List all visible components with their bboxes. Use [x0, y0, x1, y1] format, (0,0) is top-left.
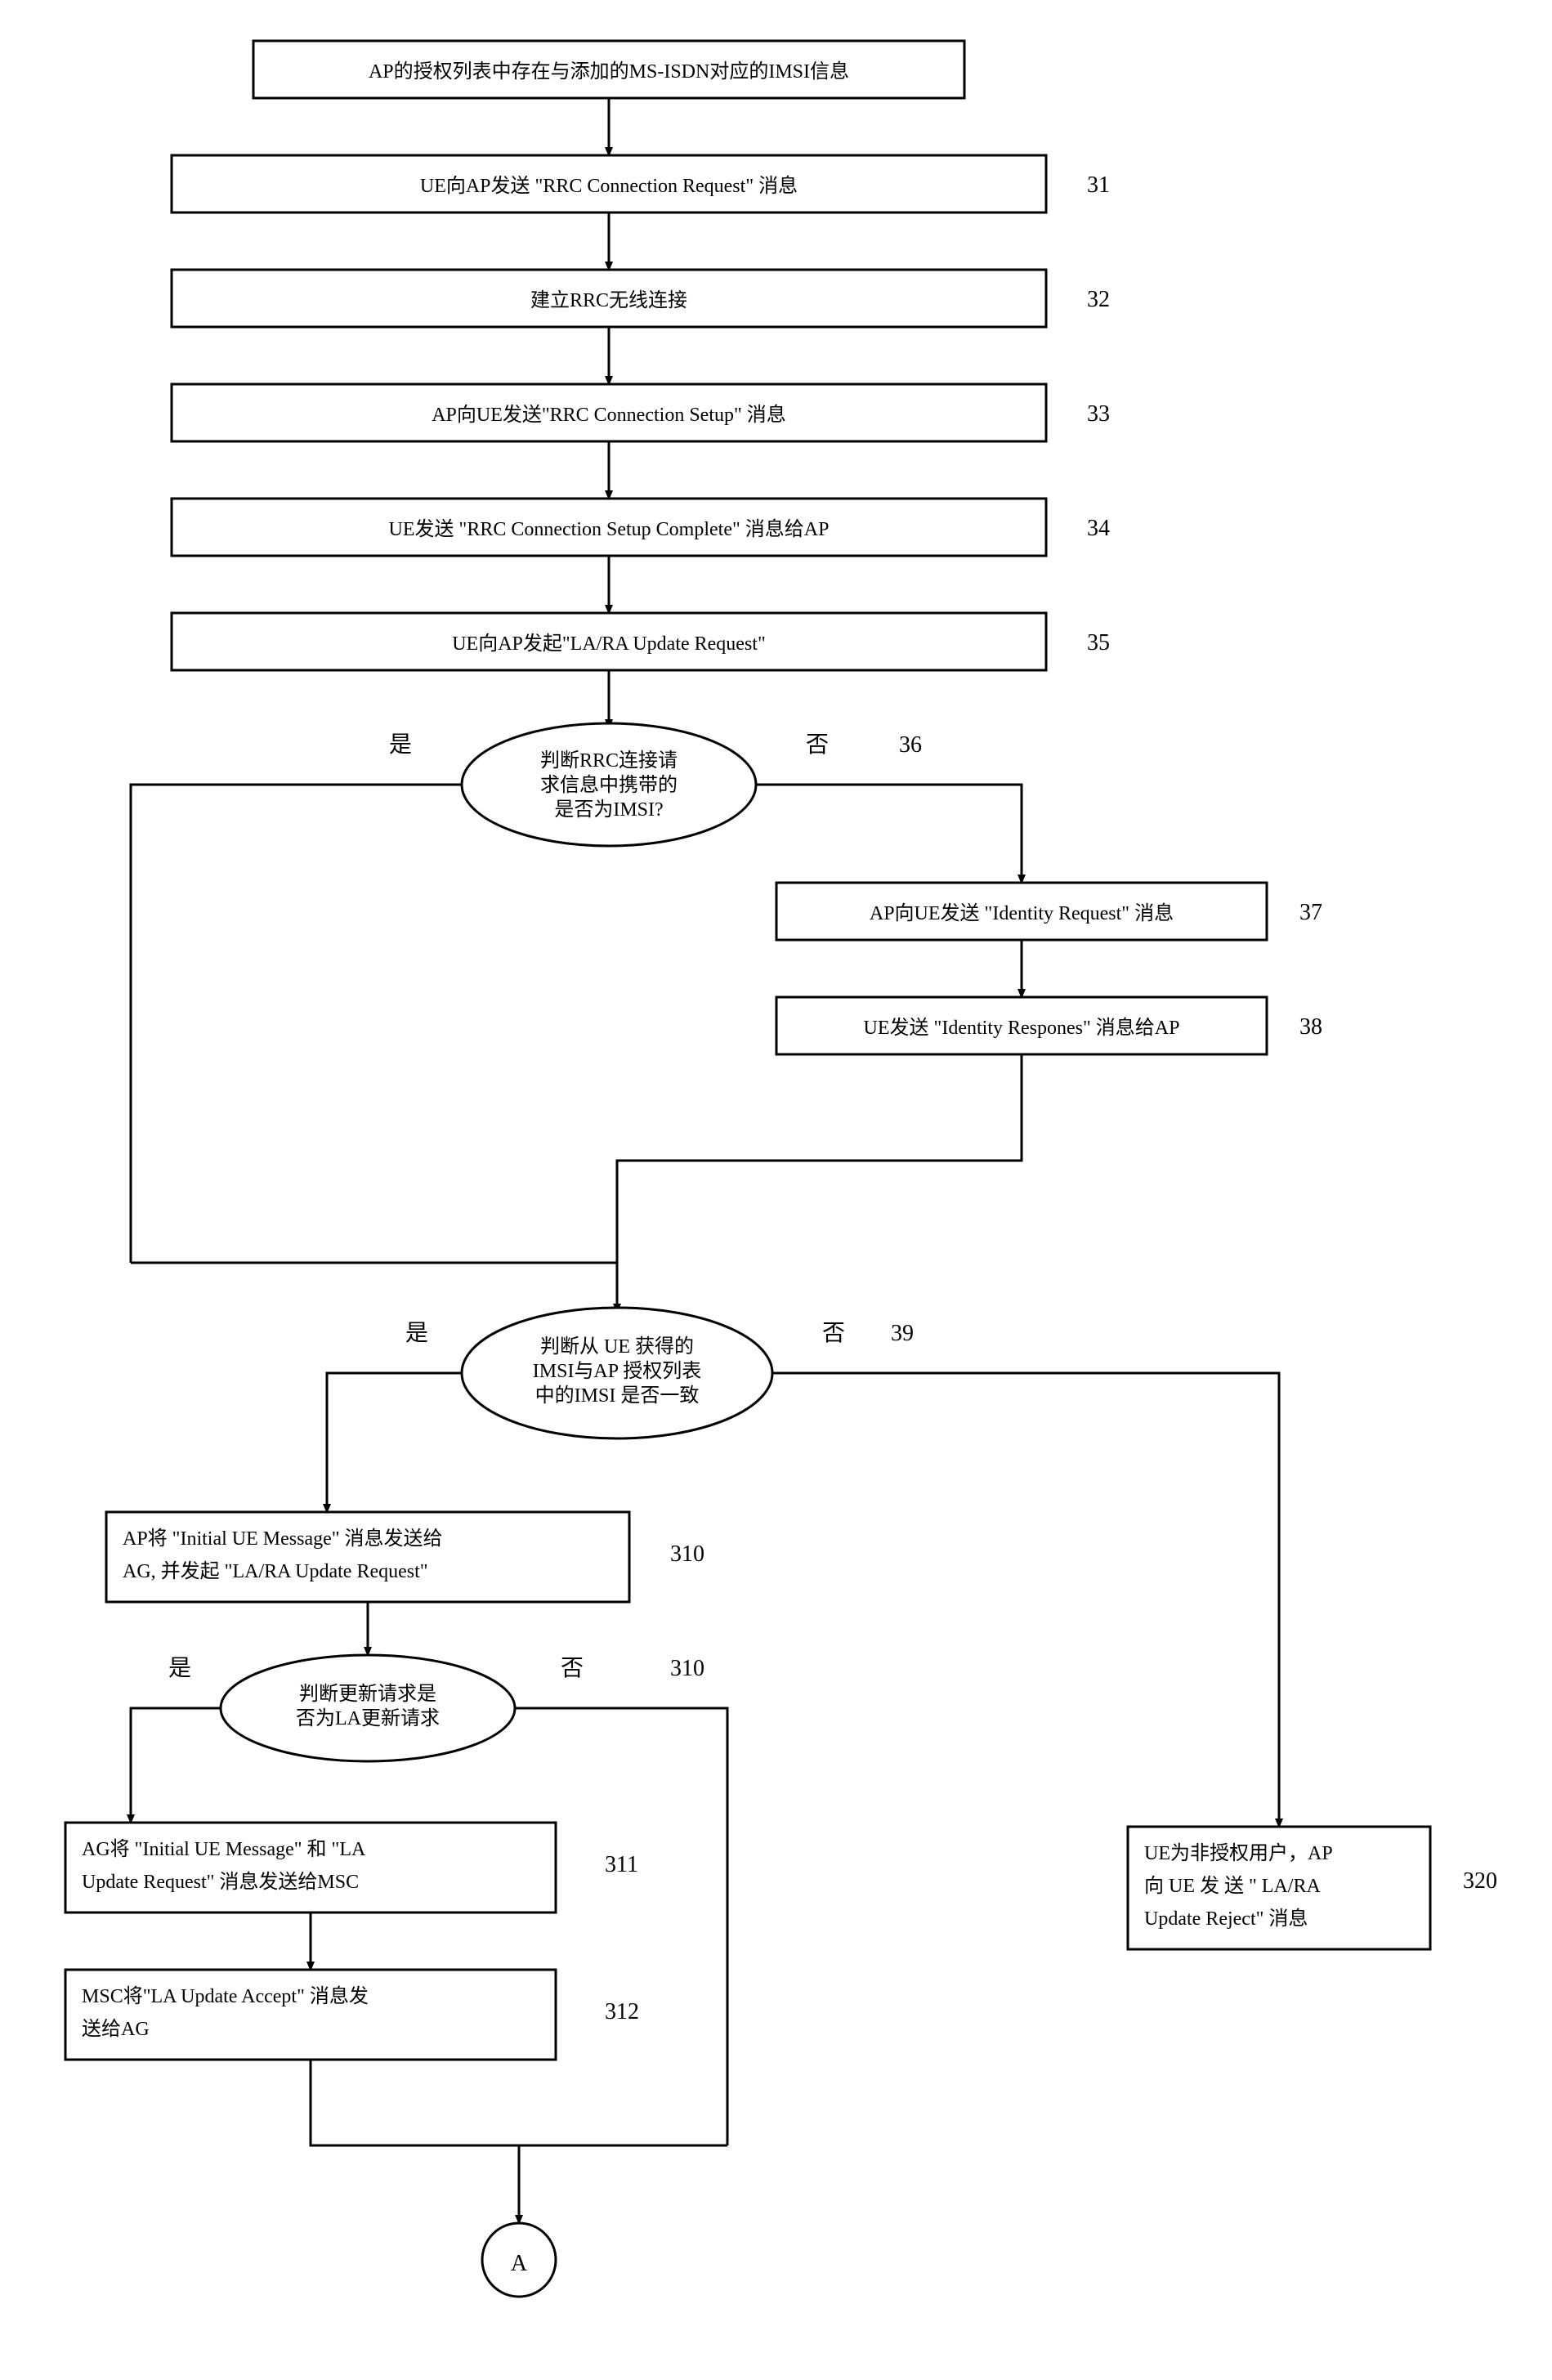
node-box: [65, 1970, 556, 2060]
node-text: UE为非授权用户，AP: [1144, 1842, 1333, 1864]
branch-label: 否: [822, 1321, 845, 1346]
branch-label: 是: [405, 1321, 428, 1346]
node-label: 310: [670, 1541, 704, 1567]
edge: [772, 1373, 1279, 1827]
node-label: 37: [1299, 900, 1322, 925]
node-text: 判断从 UE 获得的: [540, 1335, 694, 1358]
node-text: 送给AG: [82, 2018, 150, 2040]
node-text: A: [511, 2251, 528, 2276]
edge: [327, 1373, 462, 1512]
node-text: AP的授权列表中存在与添加的MS-ISDN对应的IMSI信息: [369, 60, 849, 83]
node-text: 建立RRC无线连接: [530, 289, 687, 311]
node-box: [106, 1512, 629, 1602]
edge: [756, 785, 1022, 883]
node-text: 求信息中携带的: [540, 774, 678, 796]
node-label: 320: [1463, 1868, 1497, 1894]
node-label: 312: [605, 1999, 639, 2024]
node-text: 判断更新请求是: [299, 1683, 436, 1705]
branch-label: 是: [168, 1656, 191, 1681]
node-text: Update Request" 消息发送给MSC: [82, 1871, 359, 1893]
edge: [311, 2060, 727, 2145]
node-text: MSC将"LA Update Accept" 消息发: [82, 1985, 369, 2007]
node-box: [65, 1823, 556, 1912]
node-text: UE发送 "Identity Respones" 消息给AP: [864, 1017, 1180, 1039]
branch-label: 否: [561, 1656, 584, 1681]
node-label: 35: [1087, 630, 1110, 655]
node-label: 31: [1087, 172, 1110, 198]
node-text: 中的IMSI 是否一致: [535, 1385, 700, 1407]
node-label: 311: [605, 1852, 638, 1877]
node-text: Update Reject" 消息: [1144, 1908, 1308, 1930]
node-text: UE向AP发起"LA/RA Update Request": [452, 633, 766, 655]
node-text: 否为LA更新请求: [296, 1707, 440, 1729]
node-text: 向 UE 发 送 " LA/RA: [1144, 1875, 1321, 1897]
node-label: 310: [670, 1656, 704, 1681]
edge: [617, 1054, 1022, 1312]
node-label: 33: [1087, 401, 1110, 427]
node-label: 39: [891, 1321, 914, 1346]
node-label: 36: [899, 732, 922, 758]
node-label: 32: [1087, 287, 1110, 312]
node-label: 34: [1087, 516, 1110, 541]
branch-label: 是: [389, 732, 412, 758]
node-text: UE向AP发送 "RRC Connection Request" 消息: [420, 175, 798, 197]
node-text: 是否为IMSI?: [554, 799, 663, 821]
node-text: UE发送 "RRC Connection Setup Complete" 消息给…: [389, 518, 830, 540]
node-text: 判断RRC连接请: [540, 749, 678, 772]
node-text: AP向UE发送 "Identity Request" 消息: [870, 902, 1174, 924]
edge: [131, 785, 462, 1263]
node-text: IMSI与AP 授权列表: [533, 1360, 701, 1382]
node-text: AP将 "Initial UE Message" 消息发送给: [123, 1528, 443, 1550]
node-text: AG, 并发起 "LA/RA Update Request": [123, 1560, 428, 1582]
edge: [515, 1708, 727, 2145]
node-label: 38: [1299, 1014, 1322, 1040]
branch-label: 否: [806, 732, 829, 758]
edge: [131, 1708, 221, 1823]
node-text: AP向UE发送"RRC Connection Setup" 消息: [432, 404, 786, 426]
node-text: AG将 "Initial UE Message" 和 "LA: [82, 1838, 366, 1860]
flowchart-svg: AP的授权列表中存在与添加的MS-ISDN对应的IMSI信息 UE向AP发送 "…: [16, 16, 1536, 2364]
